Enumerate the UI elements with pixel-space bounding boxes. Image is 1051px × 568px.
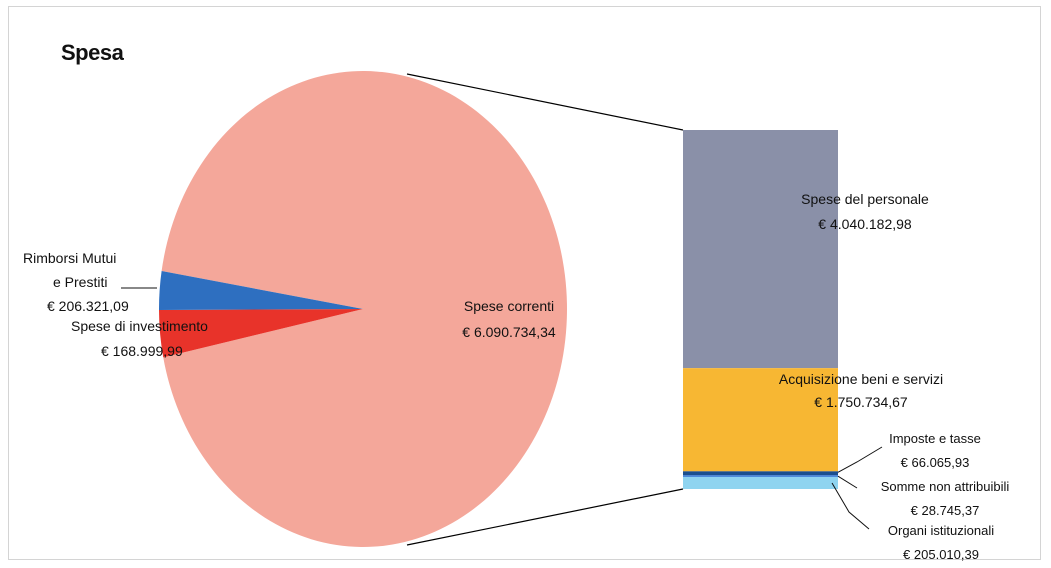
bar-label-imposte-name: Imposte e tasse [889, 431, 981, 446]
connector-line-top [406, 73, 684, 131]
pie-label-rimborsi-line1: Rimborsi Mutui [23, 250, 116, 266]
bar-segment-3 [683, 471, 838, 476]
bar-segment-5 [683, 476, 838, 489]
leader-line-imposte [837, 446, 883, 473]
connector-line-bottom [406, 488, 684, 546]
bar-label-acquisizione-name: Acquisizione beni e servizi [779, 371, 943, 387]
bar-segment-1 [683, 130, 838, 369]
bar-label-organi-value: € 205.010,39 [903, 547, 979, 561]
bar-label-somme-name: Somme non attribuibili [881, 479, 1010, 494]
bar-segment-2 [683, 368, 838, 472]
pie-label-spese-correnti-name: Spese correnti [464, 298, 554, 314]
bar-label-personale-value: € 4.040.182,98 [818, 216, 912, 232]
pie-label-spese-correnti-value: € 6.090.734,34 [462, 324, 556, 340]
pie-slice-rimborsi [159, 309, 363, 358]
leader-line-organi [831, 482, 870, 530]
pie-slice-spese-correnti [161, 71, 567, 547]
bar-label-somme-value: € 28.745,37 [911, 503, 980, 518]
pie-label-investimento-value: € 168.999,99 [101, 343, 183, 359]
pie-label-rimborsi-line2: e Prestiti [53, 274, 107, 290]
chart-frame: Spesa Spese correnti € 6.090.734,34 Rimbor… [8, 6, 1041, 561]
bar-label-acquisizione-value: € 1.750.734,67 [814, 394, 908, 410]
leader-line-somme [837, 475, 858, 489]
bar-label-organi-name: Organi istituzionali [888, 523, 994, 538]
pie-label-investimento-name: Spese di investimento [71, 318, 208, 334]
bar-label-personale-name: Spese del personale [801, 191, 929, 207]
bar-of-pie-chart: Spese correnti € 6.090.734,34 Rimborsi Mut… [23, 71, 1010, 561]
bar-segment-4 [683, 475, 838, 477]
pie-label-rimborsi-value: € 206.321,09 [47, 298, 129, 314]
pie-slice-investimento [158, 271, 363, 310]
bar-label-imposte-value: € 66.065,93 [901, 455, 970, 470]
chart-title: Spesa [61, 40, 124, 65]
